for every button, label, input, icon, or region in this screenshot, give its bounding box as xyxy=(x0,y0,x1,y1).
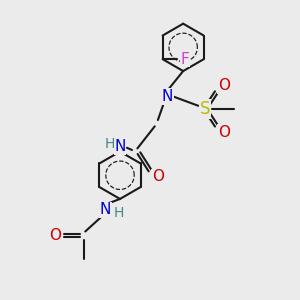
Text: N: N xyxy=(162,89,173,104)
Text: O: O xyxy=(218,78,230,93)
Text: O: O xyxy=(152,169,164,184)
Text: O: O xyxy=(49,228,61,243)
Text: S: S xyxy=(200,100,211,118)
Text: N: N xyxy=(114,139,126,154)
Text: H: H xyxy=(104,137,115,151)
Text: F: F xyxy=(180,52,189,67)
Text: N: N xyxy=(100,202,111,217)
Text: O: O xyxy=(218,125,230,140)
Text: H: H xyxy=(114,206,124,220)
